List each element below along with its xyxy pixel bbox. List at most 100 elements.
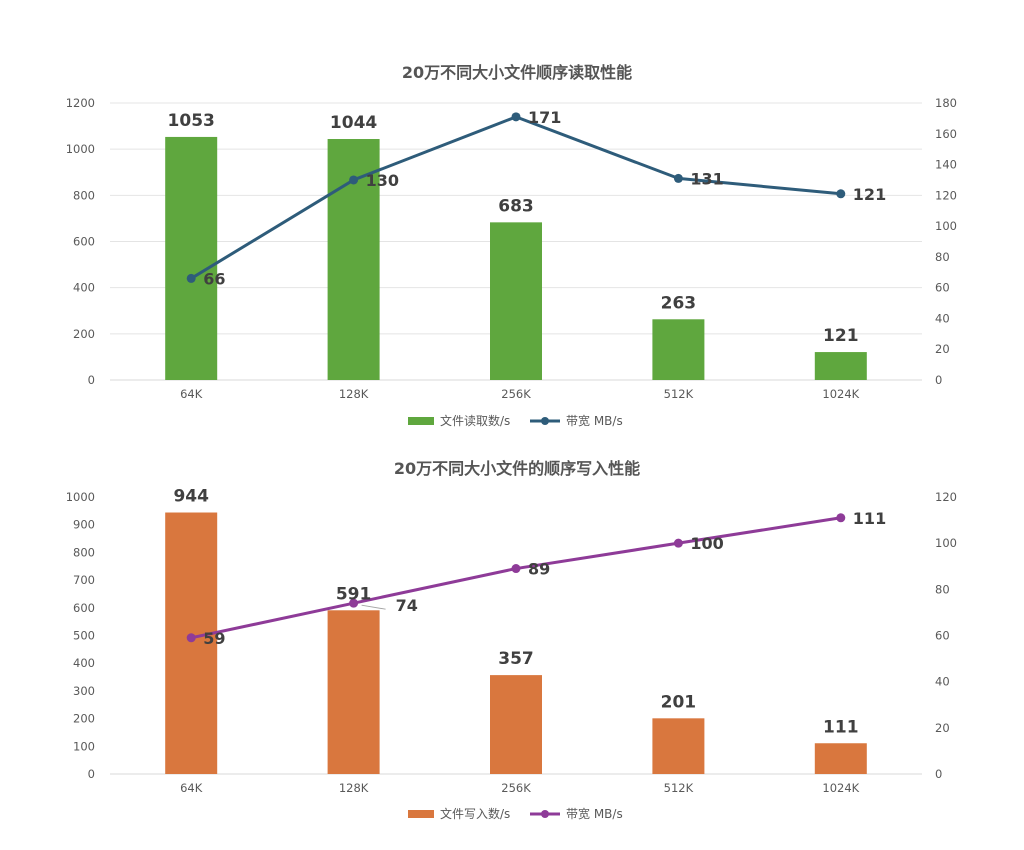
bar — [165, 512, 218, 774]
y-tick-label: 600 — [73, 235, 95, 249]
y2-tick-label: 40 — [935, 311, 950, 325]
x-tick-label: 64K — [180, 781, 203, 795]
legend-line-label: 带宽 MB/s — [566, 413, 623, 428]
y2-tick-label: 0 — [935, 767, 942, 781]
bar-data-label: 121 — [823, 326, 859, 346]
y2-tick-label: 80 — [935, 250, 950, 264]
x-tick-label: 128K — [339, 781, 369, 795]
line-data-label: 66 — [203, 269, 225, 288]
line-data-label: 130 — [366, 171, 399, 190]
y2-tick-label: 100 — [935, 536, 957, 550]
y2-tick-label: 60 — [935, 281, 950, 295]
bar-data-label: 111 — [823, 717, 859, 737]
legend-bar-swatch — [408, 810, 434, 818]
y-tick-label: 900 — [73, 518, 95, 532]
line-point — [836, 513, 846, 523]
y-tick-label: 0 — [88, 767, 95, 781]
line-data-label: 59 — [203, 629, 225, 648]
y2-tick-label: 100 — [935, 219, 957, 233]
bar-data-label: 591 — [336, 584, 372, 604]
bar-data-label: 263 — [661, 293, 697, 313]
read-chart-svg: 20万不同大小文件顺序读取性能 0 200 400 600 800 1000 1200 0 20 4… — [66, 63, 957, 428]
y-tick-label: 400 — [73, 656, 95, 670]
line-point — [186, 633, 196, 643]
bandwidth-line — [190, 516, 842, 640]
x-tick-label: 128K — [339, 387, 369, 401]
x-tick-label: 1024K — [822, 387, 859, 401]
y-tick-label: 100 — [73, 739, 95, 753]
y-tick-label: 600 — [73, 601, 95, 615]
y2-tick-label: 80 — [935, 582, 950, 596]
x-tick-label: 256K — [501, 387, 531, 401]
y2-tick-label: 180 — [935, 96, 957, 110]
line-data-label: 89 — [528, 560, 550, 579]
x-tick-label: 512K — [664, 781, 694, 795]
y-tick-label: 1000 — [66, 490, 95, 504]
line-data-label: 121 — [853, 185, 886, 204]
bar — [814, 743, 867, 774]
legend-line-marker — [541, 417, 549, 425]
y-tick-label: 1200 — [66, 96, 95, 110]
chart-title: 20万不同大小文件的顺序写入性能 — [394, 459, 640, 478]
y-tick-label: 400 — [73, 281, 95, 295]
chart-title: 20万不同大小文件顺序读取性能 — [402, 63, 632, 82]
line-data-label: 74 — [396, 596, 418, 615]
bar — [652, 319, 705, 380]
legend-bar-label: 文件写入数/s — [440, 806, 510, 821]
bar-data-label: 1053 — [168, 111, 215, 131]
y2-tick-label: 20 — [935, 721, 950, 735]
legend: 文件写入数/s 带宽 MB/s — [408, 806, 623, 821]
line-point — [673, 538, 683, 548]
y-tick-label: 800 — [73, 188, 95, 202]
y-tick-label: 200 — [73, 327, 95, 341]
line-data-label: 131 — [690, 169, 723, 188]
x-tick-label: 256K — [501, 781, 531, 795]
y-tick-label: 0 — [88, 373, 95, 387]
legend-bar-label: 文件读取数/s — [440, 413, 510, 428]
label-leader-line — [361, 604, 386, 610]
legend-line-label: 带宽 MB/s — [566, 806, 623, 821]
y2-tick-label: 120 — [935, 490, 957, 504]
bar — [490, 222, 542, 380]
y-tick-label: 300 — [73, 684, 95, 698]
y-tick-label: 700 — [73, 573, 95, 587]
bar — [814, 352, 867, 380]
bar-data-label: 201 — [661, 692, 697, 712]
y-tick-label: 800 — [73, 545, 95, 559]
y2-tick-label: 140 — [935, 158, 957, 172]
bar — [490, 675, 542, 774]
x-tick-label: 1024K — [822, 781, 859, 795]
legend-bar-swatch — [408, 417, 434, 425]
x-tick-label: 512K — [664, 387, 694, 401]
legend: 文件读取数/s 带宽 MB/s — [408, 413, 623, 428]
bar-data-label: 944 — [173, 487, 209, 507]
line-data-label: 171 — [528, 108, 561, 127]
y-tick-label: 200 — [73, 712, 95, 726]
line-point — [349, 175, 359, 185]
y2-tick-label: 120 — [935, 188, 957, 202]
y-tick-label: 500 — [73, 629, 95, 643]
legend-line-marker — [541, 810, 549, 818]
line-data-label: 100 — [690, 534, 723, 553]
y2-tick-label: 160 — [935, 127, 957, 141]
bar — [327, 610, 380, 774]
y2-tick-label: 60 — [935, 629, 950, 643]
line-point — [836, 189, 846, 199]
y2-tick-label: 0 — [935, 373, 942, 387]
y2-tick-label: 20 — [935, 342, 950, 356]
write-performance-chart: 20万不同大小文件的顺序写入性能 0 100 200 300 400 500 600 700 80… — [0, 440, 1024, 850]
bar — [165, 136, 218, 380]
x-tick-label: 64K — [180, 387, 203, 401]
line-point — [673, 173, 683, 183]
bar-data-label: 1044 — [330, 113, 377, 133]
read-performance-chart: 20万不同大小文件顺序读取性能 0 200 400 600 800 1000 1200 0 20 4… — [66, 63, 957, 428]
y2-tick-label: 40 — [935, 675, 950, 689]
bar — [652, 718, 705, 774]
bar-data-label: 683 — [498, 196, 534, 216]
line-point — [511, 112, 521, 122]
y-tick-label: 1000 — [66, 142, 95, 156]
line-point — [186, 273, 196, 283]
write-chart-svg: 20万不同大小文件的顺序写入性能010020030040050060070080… — [66, 459, 957, 821]
bar-data-label: 357 — [498, 649, 534, 669]
line-data-label: 111 — [853, 509, 886, 528]
